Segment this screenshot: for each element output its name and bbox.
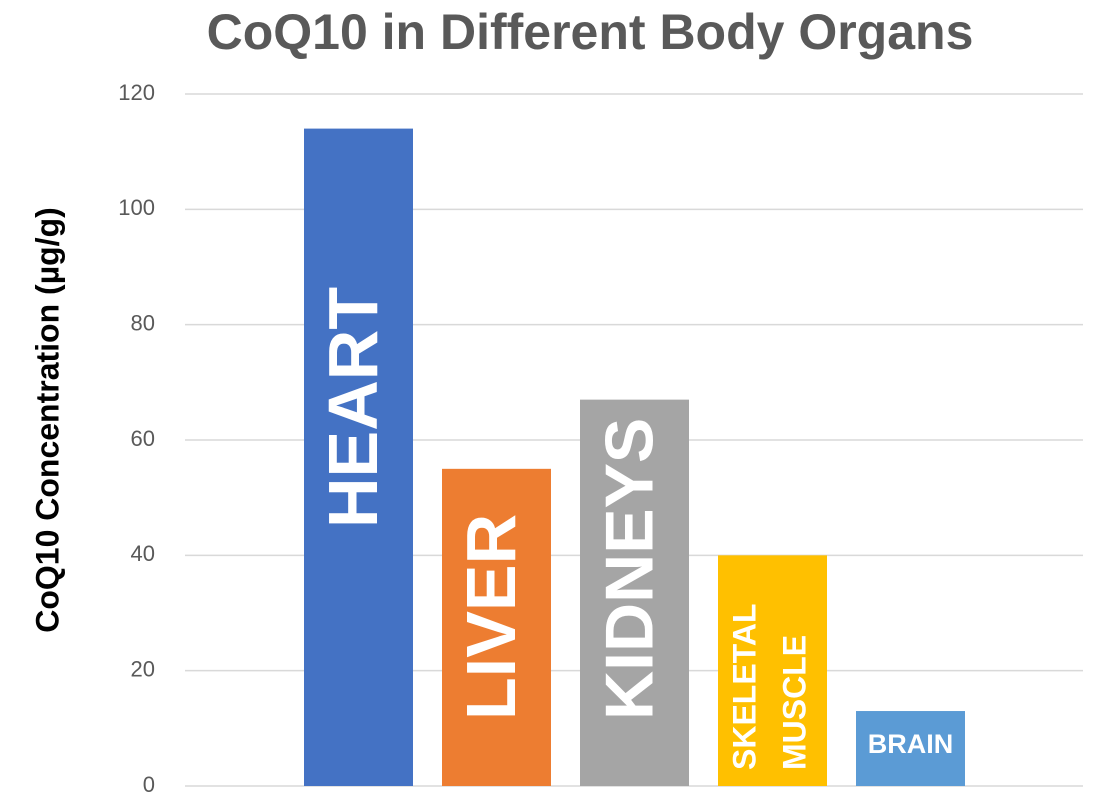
bar: [304, 128, 413, 787]
y-tick-label: 60: [131, 426, 155, 451]
bar-label: SKELETAL MUSCLE: [727, 595, 813, 770]
y-tick-label: 100: [118, 195, 155, 220]
bar-label: LIVER: [452, 514, 530, 720]
y-tick-label: 40: [131, 541, 155, 566]
bar: [718, 555, 827, 786]
chart-title: CoQ10 in Different Body Organs: [207, 4, 974, 60]
y-tick-label: 20: [131, 656, 155, 681]
bar: [580, 399, 689, 786]
bar-label: HEART: [314, 287, 392, 528]
y-axis-title: CoQ10 Concentration (µg/g): [29, 207, 65, 633]
bar-label: KIDNEYS: [591, 418, 667, 720]
y-tick-label: 0: [143, 772, 155, 796]
bar-label: BRAIN: [868, 729, 954, 759]
y-tick-label: 80: [131, 310, 155, 335]
bar: [442, 468, 551, 786]
bar: [856, 711, 965, 786]
y-tick-label: 120: [118, 80, 155, 105]
